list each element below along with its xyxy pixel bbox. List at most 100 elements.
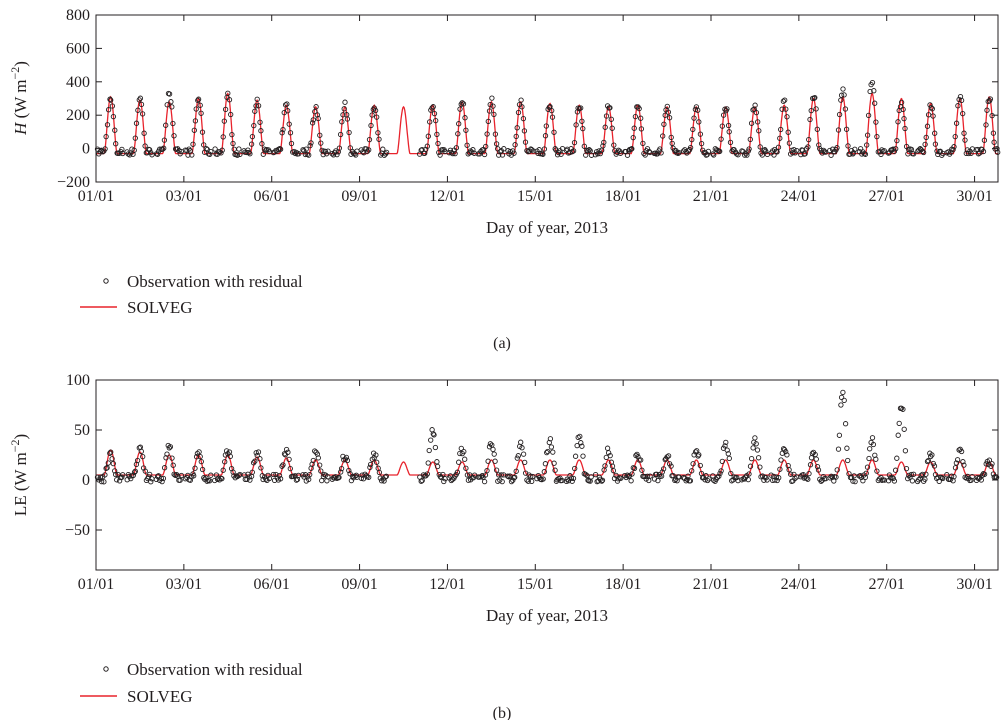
observation-point — [910, 471, 917, 477]
observation-point — [130, 472, 136, 479]
observation-point — [720, 112, 727, 118]
observation-point — [137, 95, 144, 101]
observation-point — [190, 141, 196, 147]
observation-point — [485, 118, 491, 125]
observation-point — [253, 450, 259, 456]
observation-point — [138, 448, 144, 455]
observation-point — [371, 455, 377, 461]
observation-point — [747, 463, 754, 469]
observation-point — [918, 472, 924, 479]
observation-point — [522, 139, 529, 145]
observation-point — [961, 130, 967, 136]
observation-point — [366, 147, 372, 153]
observation-point — [424, 143, 430, 149]
observation-point — [802, 151, 808, 157]
legend-label-observation-b: Observation with residual — [127, 660, 303, 679]
observation-point — [163, 455, 169, 461]
observation-point — [435, 140, 441, 147]
observation-point — [746, 471, 752, 477]
observation-point — [759, 152, 765, 158]
observation-point — [718, 136, 724, 142]
observation-point — [580, 125, 586, 132]
observation-point — [629, 471, 635, 477]
observation-point — [841, 92, 847, 98]
observation-point — [807, 462, 814, 468]
observation-point — [227, 453, 233, 460]
observation-point — [776, 475, 782, 481]
observation-point — [960, 459, 966, 465]
observation-point — [323, 151, 330, 157]
observation-point — [777, 466, 783, 472]
x-tick-label: 21/01 — [693, 576, 729, 593]
observation-point — [747, 136, 753, 143]
observation-point — [225, 90, 231, 96]
observation-point — [511, 475, 517, 481]
observation-point — [583, 152, 589, 158]
observation-point — [247, 151, 253, 157]
observation-point — [464, 142, 470, 148]
observation-point — [340, 112, 346, 118]
observation-point — [660, 133, 666, 139]
x-tick-label: 01/01 — [78, 188, 114, 205]
observation-point — [197, 102, 203, 108]
observation-point — [873, 456, 879, 462]
observation-point — [812, 94, 818, 101]
observation-point — [109, 456, 115, 462]
observation-point — [756, 128, 762, 134]
observation-point — [312, 448, 318, 454]
observation-point — [696, 452, 702, 458]
observation-point — [166, 91, 173, 97]
observation-point — [219, 475, 225, 482]
observation-point — [757, 144, 763, 150]
observation-point — [344, 457, 351, 464]
observation-point — [690, 461, 696, 467]
observation-point — [752, 102, 758, 108]
observation-point — [951, 144, 957, 150]
observation-point — [658, 150, 664, 156]
observation-point — [104, 465, 110, 471]
observation-point — [249, 133, 256, 140]
observation-point — [581, 143, 587, 149]
observation-point — [201, 142, 207, 148]
observation-point — [969, 473, 975, 480]
y-tick-label: 800 — [66, 7, 90, 24]
observation-point — [284, 101, 290, 107]
panel-label-b: (b) — [493, 705, 512, 720]
observation-point — [336, 474, 342, 481]
observation-point — [542, 461, 549, 467]
legend-label-observation-a: Observation with residual — [127, 272, 303, 291]
observation-point — [698, 140, 705, 147]
observation-point — [554, 477, 560, 483]
observation-point — [163, 122, 169, 128]
observation-point — [953, 460, 960, 466]
observation-point — [722, 443, 728, 449]
observation-point — [160, 475, 167, 482]
observation-point — [307, 142, 313, 149]
observation-point — [672, 477, 678, 484]
observation-point — [629, 146, 635, 152]
observation-point — [520, 115, 527, 122]
observation-point — [828, 152, 834, 158]
observation-point — [735, 152, 741, 158]
observation-point — [773, 474, 779, 480]
observation-point — [425, 460, 431, 466]
observation-point — [903, 465, 910, 472]
observation-point — [325, 474, 331, 480]
observation-point — [898, 99, 905, 106]
observation-point — [660, 466, 667, 472]
observation-point — [697, 462, 703, 469]
observation-point — [654, 151, 661, 157]
observation-point — [960, 110, 966, 117]
observation-point — [818, 478, 824, 484]
observation-point — [458, 101, 464, 107]
observation-point — [638, 457, 644, 463]
observation-point — [433, 117, 439, 124]
observation-point — [204, 478, 210, 484]
observation-point — [522, 459, 528, 466]
observation-point — [249, 469, 255, 475]
observation-point — [377, 475, 383, 481]
observation-point — [476, 151, 483, 157]
observation-point — [491, 111, 497, 118]
observation-point — [515, 453, 521, 459]
observation-point — [492, 458, 498, 464]
